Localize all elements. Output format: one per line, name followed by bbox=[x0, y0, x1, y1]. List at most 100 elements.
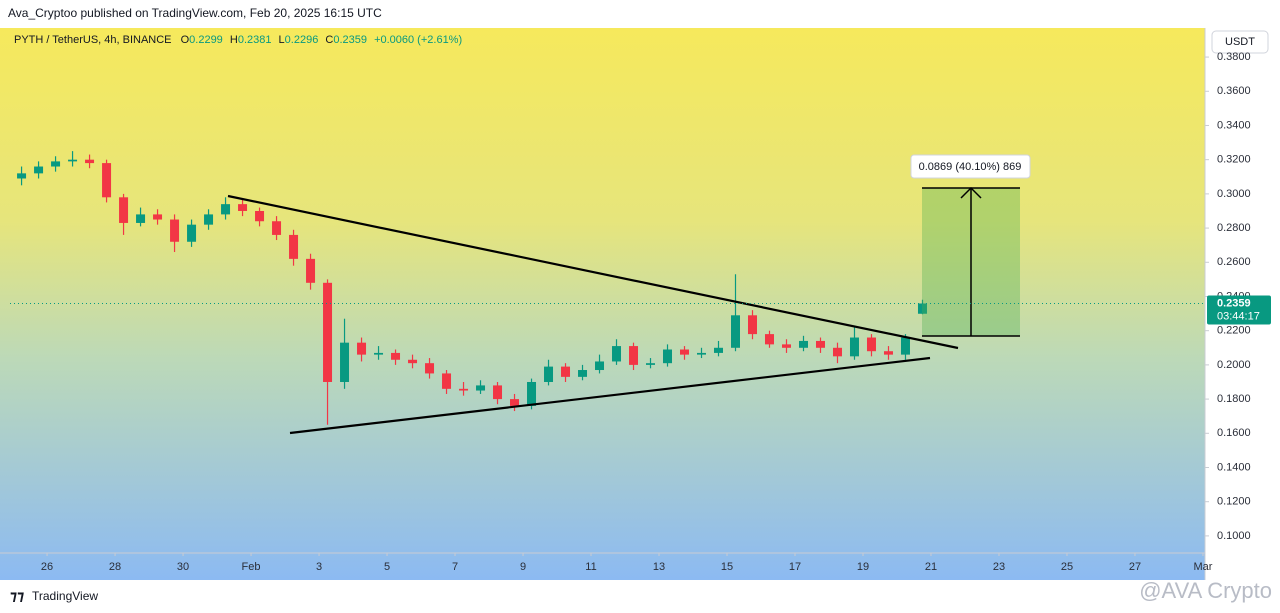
x-tick-label: 23 bbox=[993, 561, 1005, 573]
plot-background bbox=[0, 28, 1205, 580]
candle-body bbox=[595, 361, 605, 371]
candle-body bbox=[374, 352, 384, 355]
x-tick-label: 17 bbox=[789, 561, 801, 573]
candle-body bbox=[204, 214, 214, 225]
candle-body bbox=[221, 204, 231, 215]
candle-body bbox=[832, 347, 842, 357]
candle-body bbox=[255, 210, 265, 222]
x-tick-label: Feb bbox=[242, 561, 261, 573]
x-tick-label: 5 bbox=[384, 561, 390, 573]
candle-body bbox=[425, 363, 435, 374]
ohlc-value: 0.2381 bbox=[238, 34, 272, 46]
countdown: 03:44:17 bbox=[1217, 310, 1260, 322]
candle-body bbox=[391, 352, 401, 360]
y-tick-label: 0.1800 bbox=[1217, 393, 1251, 405]
ohlc-value: 0.2359 bbox=[333, 34, 367, 46]
x-tick-label: 9 bbox=[520, 561, 526, 573]
candle-body bbox=[781, 344, 791, 348]
candle-body bbox=[510, 399, 520, 406]
x-tick-label: 15 bbox=[721, 561, 733, 573]
y-tick-label: 0.1000 bbox=[1217, 530, 1251, 542]
candle-body bbox=[798, 340, 808, 348]
measure-arrowhead bbox=[960, 186, 982, 199]
footer-bar bbox=[0, 580, 1280, 613]
x-tick-label: 21 bbox=[925, 561, 937, 573]
x-tick-label: 3 bbox=[316, 561, 322, 573]
upper-trendline bbox=[227, 194, 959, 350]
candle-body bbox=[561, 366, 571, 377]
y-tick-label: 0.2600 bbox=[1217, 256, 1251, 268]
ohlc-legend: PYTH / TetherUS, 4h, BINANCE O0.2299 H0.… bbox=[14, 34, 462, 46]
candle-body bbox=[883, 351, 893, 355]
candle-body bbox=[849, 337, 859, 357]
x-tick-label: 25 bbox=[1061, 561, 1073, 573]
candle-body bbox=[136, 214, 146, 223]
y-tick-label: 0.3800 bbox=[1217, 51, 1251, 63]
candle-body bbox=[544, 366, 554, 382]
last-price-label: 0.2359 bbox=[1217, 297, 1251, 309]
x-tick-label: 28 bbox=[109, 561, 121, 573]
y-tick-label: 0.2200 bbox=[1217, 325, 1251, 337]
candle-body bbox=[917, 303, 927, 314]
candle-body bbox=[68, 159, 78, 162]
brand-logo: ⁊⁊ bbox=[10, 588, 24, 604]
measure-label: 0.0869 (40.10%) 869 bbox=[919, 161, 1022, 173]
candle-body bbox=[102, 163, 112, 198]
measure-label-box bbox=[910, 154, 1031, 179]
candle-body bbox=[459, 388, 469, 391]
x-tick-label: 30 bbox=[177, 561, 189, 573]
x-tick-label: 19 bbox=[857, 561, 869, 573]
x-tick-label: 26 bbox=[41, 561, 53, 573]
candle-body bbox=[900, 337, 910, 355]
candle-body bbox=[815, 340, 825, 348]
candle-body bbox=[476, 385, 486, 391]
ohlc-value: 0.2296 bbox=[285, 34, 319, 46]
candle-body bbox=[747, 315, 757, 335]
candle-body bbox=[629, 346, 639, 365]
candle-body bbox=[272, 221, 282, 235]
y-tick-label: 0.3400 bbox=[1217, 119, 1251, 131]
watermark: @AVA Crypto bbox=[1139, 578, 1272, 603]
candle-body bbox=[119, 197, 129, 223]
candle-body bbox=[289, 234, 299, 259]
candle-body bbox=[578, 370, 588, 377]
currency-button[interactable] bbox=[1211, 30, 1269, 54]
candle-body bbox=[663, 349, 673, 364]
currency[interactable]: USDT bbox=[1225, 36, 1255, 48]
y-tick-label: 0.3200 bbox=[1217, 154, 1251, 166]
candle-body bbox=[714, 347, 724, 353]
y-tick-label: 0.2000 bbox=[1217, 359, 1251, 371]
last-price-box bbox=[1207, 295, 1271, 325]
ohlc-key: H bbox=[230, 34, 238, 46]
x-tick-label: Mar bbox=[1193, 561, 1212, 573]
candle-body bbox=[442, 373, 452, 389]
header-bar bbox=[0, 0, 1280, 28]
candle-body bbox=[697, 352, 707, 355]
candle-body bbox=[51, 161, 61, 167]
y-tick-label: 0.3000 bbox=[1217, 188, 1251, 200]
candle-body bbox=[153, 214, 163, 220]
ohlc-key: O bbox=[181, 34, 190, 46]
x-tick-label: 27 bbox=[1129, 561, 1141, 573]
y-tick-label: 0.1600 bbox=[1217, 427, 1251, 439]
x-tick-label: 11 bbox=[585, 561, 596, 573]
candle-body bbox=[357, 342, 367, 355]
candle-body bbox=[306, 258, 316, 283]
y-tick-label: 0.2800 bbox=[1217, 222, 1251, 234]
candles bbox=[17, 151, 927, 425]
candle-body bbox=[17, 173, 27, 179]
candle-body bbox=[646, 363, 656, 365]
x-tick-label: 13 bbox=[653, 561, 665, 573]
brand: TradingView bbox=[32, 589, 98, 603]
candle-body bbox=[493, 385, 503, 400]
lower-trendline bbox=[289, 356, 931, 435]
ohlc-key: L bbox=[279, 34, 285, 46]
candle-body bbox=[764, 334, 774, 345]
candle-body bbox=[730, 315, 740, 348]
candle-body bbox=[323, 282, 333, 382]
symbol: PYTH / TetherUS, 4h, BINANCE bbox=[14, 34, 172, 46]
ohlc-key: C bbox=[325, 34, 333, 46]
y-tick-label: 0.3600 bbox=[1217, 85, 1251, 97]
